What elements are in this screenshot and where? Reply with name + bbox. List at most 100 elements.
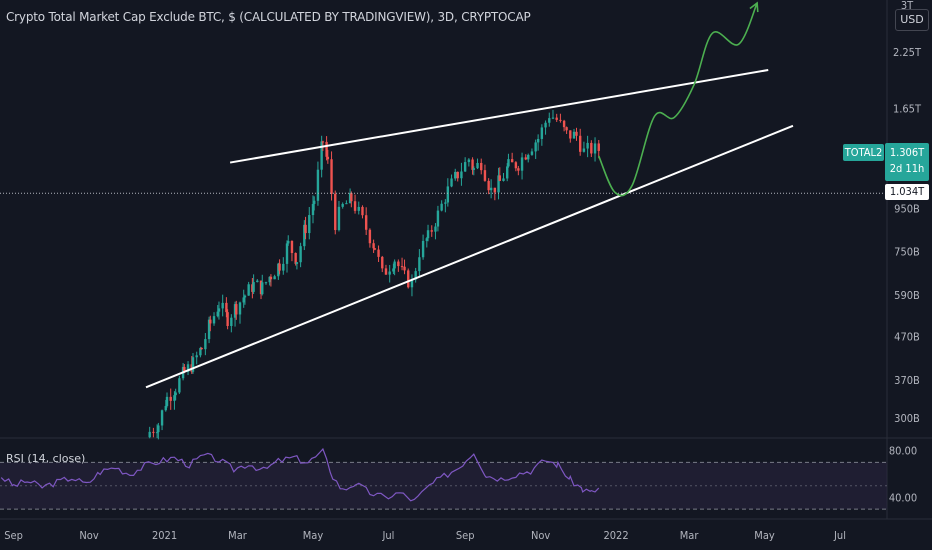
- candle-body: [277, 263, 280, 277]
- candle-body: [506, 166, 509, 179]
- candle-body: [326, 156, 330, 160]
- candle-body: [308, 215, 311, 234]
- candle-body: [204, 339, 207, 350]
- candle-body: [510, 159, 514, 163]
- candle-body: [217, 308, 221, 312]
- rsi-band: [0, 462, 887, 510]
- candle-body: [155, 432, 159, 434]
- candle-body: [247, 284, 250, 296]
- currency-button[interactable]: USD: [895, 9, 929, 31]
- candle-body: [569, 130, 572, 139]
- x-tick-label: Mar: [228, 529, 248, 542]
- candle-body: [273, 276, 276, 280]
- candle-body: [444, 202, 447, 204]
- candle-body: [463, 162, 467, 172]
- candle-body: [264, 282, 268, 284]
- candle-body: [460, 171, 463, 179]
- y-tick-label: 470B: [894, 330, 920, 343]
- candle-body: [207, 319, 211, 340]
- candle-body: [361, 206, 364, 216]
- candles: [148, 109, 600, 440]
- candle-body: [268, 276, 271, 283]
- candle-body: [544, 122, 547, 128]
- candle-body: [294, 253, 297, 264]
- candle-body: [252, 282, 255, 292]
- candle-body: [225, 302, 228, 313]
- candle-body: [593, 143, 597, 154]
- candle-body: [243, 295, 247, 298]
- candle-body: [597, 143, 600, 151]
- candle-body: [345, 203, 348, 205]
- trendline-resistance: [229, 69, 769, 164]
- candle-body: [148, 431, 151, 438]
- candle-body: [555, 117, 558, 120]
- x-tick-label: Jul: [833, 529, 846, 542]
- x-tick-label: Jul: [381, 529, 394, 542]
- horizontal-line-price: 1.034T: [885, 184, 929, 200]
- candle-body: [586, 142, 589, 149]
- y-tick-label: 590B: [894, 289, 920, 302]
- candle-body: [221, 302, 224, 309]
- candle-body: [261, 282, 264, 295]
- rsi-line: [0, 447, 600, 502]
- ticker-badge: TOTAL2: [843, 144, 884, 161]
- candle-body: [381, 256, 384, 269]
- candle-body: [364, 215, 368, 230]
- y-tick-label: 370B: [894, 374, 920, 387]
- candle-body: [164, 405, 167, 411]
- candle-body: [173, 395, 176, 401]
- candle-body: [414, 271, 417, 280]
- candle-body: [348, 193, 352, 204]
- drawings[interactable]: [0, 1, 887, 389]
- x-tick-label: Sep: [456, 529, 475, 542]
- candle-body: [295, 262, 299, 264]
- candle-body: [304, 224, 307, 234]
- candle-body: [393, 261, 396, 269]
- candle-body: [507, 159, 510, 167]
- candle-body: [183, 366, 186, 372]
- candle-body: [357, 206, 360, 211]
- candle-body: [341, 203, 344, 207]
- candle-body: [456, 171, 459, 179]
- candle-body: [353, 201, 357, 211]
- candle-body: [520, 157, 524, 171]
- candle-body: [483, 170, 487, 181]
- candle-body: [524, 157, 527, 160]
- candle-body: [191, 357, 195, 372]
- candle-body: [527, 154, 530, 160]
- candle-body: [514, 162, 518, 169]
- candle-body: [502, 178, 505, 181]
- candle-body: [256, 280, 259, 283]
- candle-body: [321, 141, 325, 143]
- candle-body: [384, 268, 388, 275]
- x-tick-label: Sep: [4, 529, 23, 542]
- candle-body: [178, 378, 181, 393]
- candle-body: [392, 268, 395, 272]
- candle-body: [400, 266, 404, 268]
- candle-body: [337, 206, 341, 231]
- candle-body: [565, 127, 568, 131]
- candle-body: [548, 118, 551, 123]
- x-tick-label: Nov: [531, 529, 550, 542]
- candle-body: [487, 180, 490, 191]
- candle-body: [242, 297, 245, 303]
- candle-body: [290, 240, 294, 254]
- candle-body: [476, 162, 479, 169]
- candle-body: [517, 168, 520, 171]
- candle-body: [195, 355, 198, 358]
- candle-body: [430, 230, 433, 232]
- candle-body: [372, 243, 375, 249]
- candle-body: [199, 348, 202, 356]
- candle-body: [350, 193, 353, 202]
- candle-body: [325, 141, 328, 157]
- x-tick-label: Mar: [680, 529, 700, 542]
- candle-body: [157, 425, 160, 433]
- y-tick-label: 2.25T: [893, 46, 922, 59]
- candle-body: [251, 284, 254, 292]
- rsi-y-tick-label: 80.00: [889, 445, 917, 458]
- candle-body: [238, 302, 242, 315]
- candle-body: [575, 131, 578, 136]
- candle-body: [434, 226, 437, 232]
- rsi-y-tick-label: 40.00: [889, 491, 917, 504]
